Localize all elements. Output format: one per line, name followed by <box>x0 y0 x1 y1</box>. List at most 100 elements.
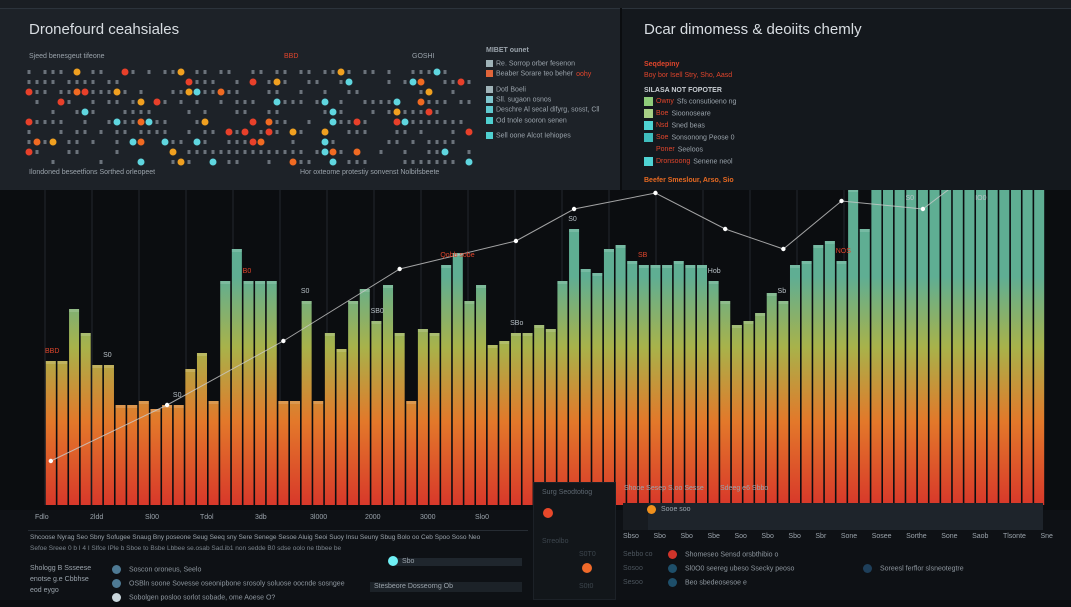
matrix-tick <box>235 130 239 134</box>
legend-dot <box>112 593 121 602</box>
matrix-tick <box>347 160 351 164</box>
legend-dot <box>668 578 677 587</box>
progress-fill <box>623 503 649 530</box>
matrix-tick <box>51 120 55 124</box>
bar <box>464 301 475 505</box>
matrix-tick <box>211 90 215 94</box>
annotation-label: SBo <box>510 320 523 327</box>
bar <box>766 293 777 505</box>
bar-cap <box>801 261 812 264</box>
matrix-tick <box>283 70 287 74</box>
annotation-label: Sb <box>778 288 787 295</box>
bar-cap <box>499 341 510 344</box>
matrix-dot <box>249 118 257 126</box>
bar <box>92 365 103 505</box>
matrix-dot <box>273 98 281 106</box>
tick-label: Sbr <box>815 533 827 540</box>
bar-cap <box>231 249 242 252</box>
legend-label: Sned beas <box>671 122 705 130</box>
bar <box>731 325 742 505</box>
matrix-dot <box>329 118 337 126</box>
matrix-dot <box>265 128 273 136</box>
matrix-tick <box>339 120 343 124</box>
row-label: Sebbo co <box>623 551 653 558</box>
matrix-dot <box>161 138 169 146</box>
matrix-tick <box>435 120 439 124</box>
matrix-tick <box>283 80 287 84</box>
matrix-tick <box>411 120 415 124</box>
annotation-label: SB0 <box>371 308 384 315</box>
matrix-tick <box>363 70 367 74</box>
bar <box>301 301 312 505</box>
matrix-tick <box>107 100 111 104</box>
matrix-tick <box>35 90 39 94</box>
mid-value: S0t0 <box>579 583 594 590</box>
tick-label: Sbo <box>788 533 801 540</box>
matrix-tick <box>427 100 431 104</box>
matrix-tick <box>243 150 247 154</box>
matrix-tick <box>27 70 31 74</box>
legend-label: OSBln soone Sovesse oseonipbone srosoly … <box>129 580 345 588</box>
bar <box>545 329 556 505</box>
matrix-tick <box>323 110 327 114</box>
bar-cap <box>766 293 777 296</box>
matrix-tick <box>187 150 191 154</box>
matrix-tick <box>131 120 135 124</box>
matrix-tick <box>403 130 407 134</box>
matrix-tick <box>387 70 391 74</box>
matrix-tick <box>275 110 279 114</box>
bar-cap <box>731 325 742 328</box>
matrix-tick <box>219 100 223 104</box>
bar <box>906 190 917 505</box>
slider-handle[interactable] <box>388 556 398 566</box>
matrix-tick <box>387 140 391 144</box>
legend-tag: Owny <box>656 98 674 106</box>
matrix-tick <box>43 120 47 124</box>
left-block: Shologg B Ssseese enotse g.e Cbbhse eod ey… <box>30 565 91 598</box>
bar <box>743 321 754 505</box>
matrix-dot <box>145 118 153 126</box>
matrix-tick <box>43 80 47 84</box>
slider-label: Sbo <box>402 558 415 565</box>
matrix-tick <box>179 140 183 144</box>
legend-item: Beo sbedeosesoe e <box>668 578 747 587</box>
legend-label: Soreesl ferflor slsneotegtre <box>880 565 964 573</box>
legend-dot <box>112 579 121 588</box>
matrix-tick <box>299 100 303 104</box>
bar <box>266 281 277 505</box>
legend-item: Sobolgen posloo sorlot sobade, ome Aoese… <box>112 593 345 602</box>
matrix-tick <box>259 70 263 74</box>
bar <box>999 190 1010 505</box>
legend-title: MIBET ounet <box>486 47 529 54</box>
matrix-tick <box>203 130 207 134</box>
matrix-tick <box>235 140 239 144</box>
left-legend: MIBET ounet Re. Sorrop orber fesenon Beab… <box>486 47 599 139</box>
matrix-tick <box>83 80 87 84</box>
matrix-dot <box>177 68 185 76</box>
matrix-tick <box>363 100 367 104</box>
bar <box>650 265 661 505</box>
legend-swatch <box>486 85 493 93</box>
matrix-dot <box>153 98 161 106</box>
bottom-legend: Soscon oroneus, Seelo OSBln soone Sovesse… <box>112 565 345 607</box>
matrix-tick <box>267 90 271 94</box>
bar-cap <box>185 369 196 372</box>
legend-extra: oohy <box>576 70 592 78</box>
matrix-dot <box>241 128 249 136</box>
slider-track[interactable]: Sbo <box>388 556 522 566</box>
legend-swatch <box>486 96 493 104</box>
matrix-tick <box>163 130 167 134</box>
legend-item: OSBln soone Sovesse oseonipbone srosoly … <box>112 579 345 588</box>
matrix-dot <box>329 148 337 156</box>
marker-label: BBD <box>284 53 299 60</box>
bar <box>1010 190 1021 505</box>
bar <box>313 401 324 505</box>
matrix-tick <box>235 110 239 114</box>
matrix-tick <box>67 140 71 144</box>
footer-left: Ilondoned beseetfions Sorthed orleopeet <box>29 169 156 176</box>
matrix-dot <box>113 88 121 96</box>
matrix-tick <box>435 100 439 104</box>
bar-cap <box>173 405 184 408</box>
trend-point <box>653 190 658 196</box>
axis-tick-label: 3db <box>255 514 267 521</box>
